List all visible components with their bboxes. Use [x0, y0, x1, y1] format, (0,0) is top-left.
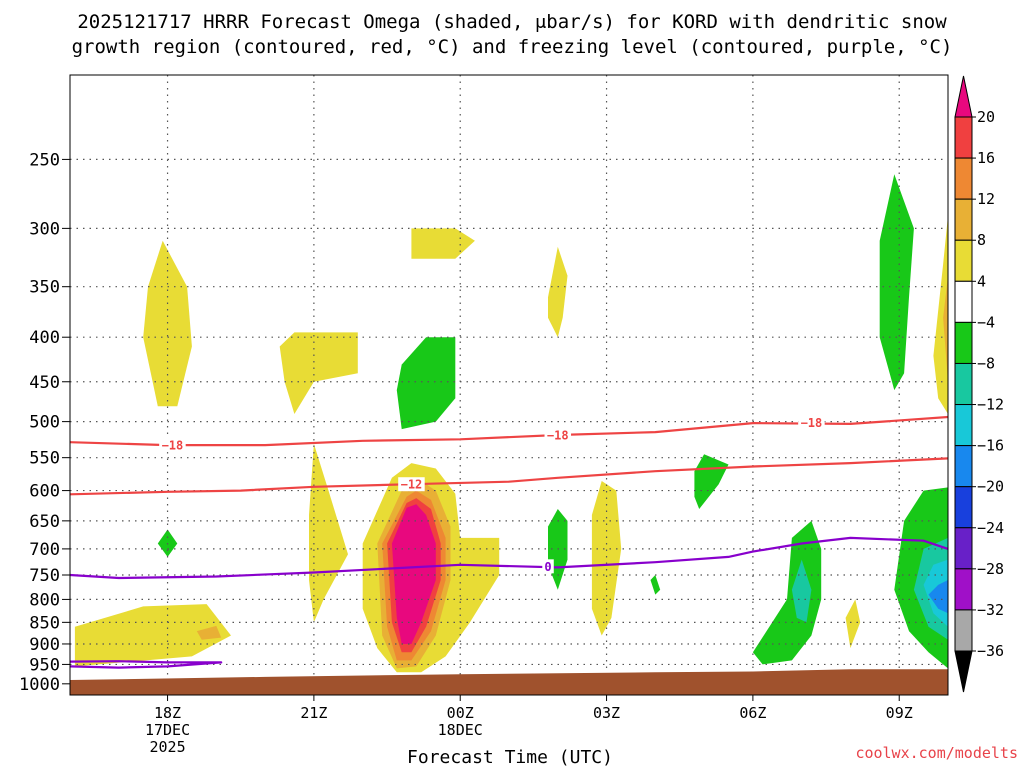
y-tick-label-350: 350 — [29, 278, 60, 298]
x-tick-label-06Z: 06Z — [739, 704, 766, 722]
x-tick-sublabel-18Z-0: 17DEC — [145, 721, 190, 739]
colorbar-label-4: 4 — [977, 272, 986, 290]
x-tick-label-03Z: 03Z — [593, 704, 620, 722]
omega-region-28 — [928, 580, 948, 614]
colorbar-label-11: −28 — [977, 560, 1004, 578]
contour-label-bg-minus18-0 — [159, 438, 186, 453]
omega-region-24 — [943, 275, 948, 382]
y-tick-label-950: 950 — [29, 655, 60, 675]
colorbar-box-2 — [954, 198, 973, 241]
x-axis-title: Forecast Time (UTC) — [407, 747, 613, 768]
y-tick-label-550: 550 — [29, 449, 60, 469]
y-tick-label-800: 800 — [29, 590, 60, 610]
colorbar-label-8: −16 — [977, 437, 1004, 455]
y-tick-label-1000: 1000 — [19, 675, 60, 695]
colorbar-top-arrow — [954, 75, 973, 118]
contour-label-minus18-0: −18 — [162, 439, 184, 453]
colorbar-label-3: 8 — [977, 231, 986, 249]
colorbar-box-10 — [954, 527, 973, 570]
colorbar-box-1 — [954, 157, 973, 200]
colorbar-box-6 — [954, 362, 973, 406]
colorbar-label-2: 12 — [977, 190, 995, 208]
colorbar-box-12 — [954, 609, 973, 652]
x-tick-label-21Z: 21Z — [300, 704, 327, 722]
title-line-1: 2025121717 HRRR Forecast Omega (shaded, … — [77, 11, 947, 33]
contour-label-bg-minus18-1 — [544, 427, 572, 442]
colorbar-box-9 — [954, 486, 973, 529]
plot-frame — [69, 74, 949, 696]
x-tick-label-00Z: 00Z — [447, 704, 474, 722]
omega-region-13 — [548, 246, 568, 338]
ground-fill — [70, 669, 948, 695]
y-tick-label-650: 650 — [29, 512, 60, 532]
contour-label-bg-minus18-2 — [798, 415, 825, 430]
x-tick-label-09Z: 09Z — [886, 704, 913, 722]
plot-area: −18 −18 −18 −12 0 — [70, 75, 948, 695]
omega-region-17 — [694, 454, 729, 509]
omega-region-20 — [845, 599, 861, 649]
omega-region-0 — [74, 604, 232, 667]
contour-label-minus18-1: −18 — [547, 428, 569, 442]
omega-region-15 — [591, 481, 622, 636]
colorbar-label-0: 20 — [977, 108, 995, 126]
omega-region-7 — [309, 443, 348, 623]
y-tick-label-300: 300 — [29, 219, 60, 239]
omega-region-4 — [279, 332, 358, 414]
y-tick-label-400: 400 — [29, 328, 60, 348]
colorbar-label-9: −20 — [977, 478, 1004, 496]
colorbar-label-10: −24 — [977, 519, 1004, 537]
colorbar-label-1: 16 — [977, 149, 995, 167]
colorbar-label-12: −32 — [977, 601, 1004, 619]
y-tick-label-250: 250 — [29, 150, 60, 170]
colorbar-box-4 — [954, 280, 973, 323]
x-tick-sublabel-00Z-0: 18DEC — [438, 721, 483, 739]
colorbar-box-11 — [954, 568, 973, 611]
y-tick-label-600: 600 — [29, 482, 60, 502]
omega-region-5 — [411, 228, 475, 259]
contour-minus12 — [70, 457, 948, 496]
contour-freezing-surface — [70, 660, 223, 669]
colorbar-label-13: −36 — [977, 642, 1004, 660]
y-tick-label-850: 850 — [29, 613, 60, 633]
colorbar-box-0 — [954, 116, 973, 159]
y-tick-label-450: 450 — [29, 373, 60, 393]
contour-lines: −18 −18 −18 −12 0 — [70, 415, 948, 669]
colorbar-box-3 — [954, 239, 973, 282]
x-tick-label-18Z: 18Z — [154, 704, 181, 722]
omega-region-6 — [396, 337, 456, 430]
y-tick-label-500: 500 — [29, 413, 60, 433]
omega-region-1 — [196, 625, 222, 640]
colorbar-label-6: −8 — [977, 354, 995, 372]
omega-region-16 — [650, 575, 661, 595]
omega-region-18 — [752, 520, 822, 665]
colorbar-label-7: −12 — [977, 396, 1004, 414]
contour-label-minus12-0: −12 — [401, 478, 423, 492]
contour-freezing0 — [70, 536, 948, 580]
y-tick-label-750: 750 — [29, 566, 60, 586]
credit-text: coolwx.com/modelts — [855, 744, 1018, 762]
y-tick-label-700: 700 — [29, 540, 60, 560]
omega-region-23 — [933, 215, 948, 414]
title-line-2: growth region (contoured, red, °C) and f… — [72, 36, 953, 58]
colorbar-bottom-arrow — [954, 650, 973, 693]
ground-layer — [70, 669, 948, 695]
contour-label-freezing0-0: 0 — [544, 560, 551, 574]
colorbar-box-7 — [954, 404, 973, 447]
omega-shading — [74, 174, 948, 673]
omega-region-21 — [879, 174, 914, 391]
omega-region-19 — [791, 559, 812, 623]
contour-label-bg-minus12-0 — [398, 477, 425, 492]
contour-label-bg-freezing0-0 — [542, 559, 554, 574]
colorbar-label-5: −4 — [977, 313, 995, 331]
x-tick-sublabel-18Z-1: 2025 — [149, 738, 185, 756]
colorbar: 20 16 12 8 4 −4 −8 −12 −16 −20 −24 −28 −32 −36 — [954, 75, 1004, 693]
colorbar-box-8 — [954, 445, 973, 488]
omega-region-12 — [391, 504, 436, 644]
y-axis-ticks: 2503003504004505005506006507007508008509… — [19, 150, 70, 695]
contour-label-minus18-2: −18 — [801, 416, 823, 430]
colorbar-box-5 — [954, 321, 973, 364]
y-tick-label-900: 900 — [29, 635, 60, 655]
